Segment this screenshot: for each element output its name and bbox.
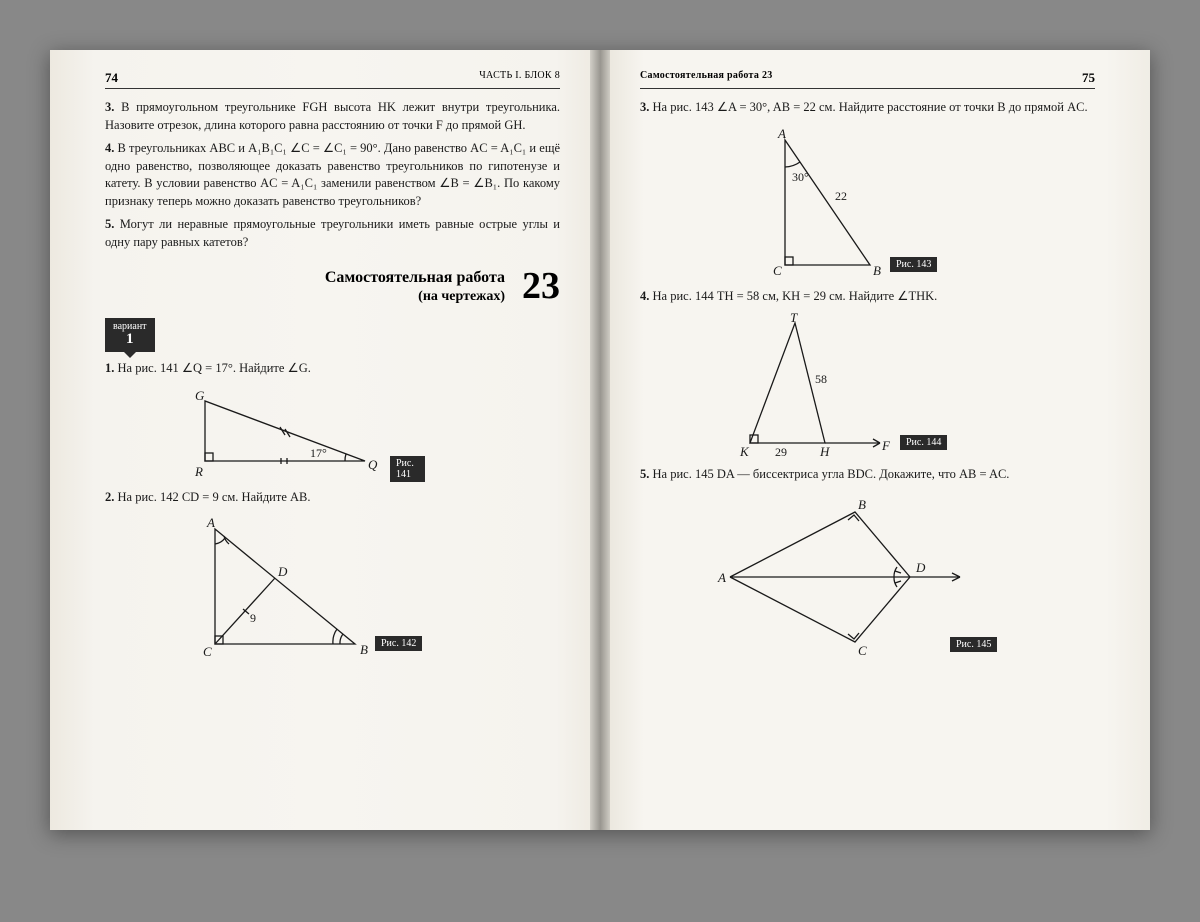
problem-5-text: Могут ли неравные прямоугольные треуголь…	[105, 217, 560, 249]
figure-141-svg: G R Q 17°	[165, 386, 425, 481]
svg-text:C: C	[858, 643, 867, 657]
fig-143-label: Рис. 143	[890, 257, 937, 272]
page-number-right: 75	[1082, 70, 1095, 86]
svg-text:H: H	[819, 444, 830, 458]
svg-text:29: 29	[775, 445, 787, 458]
svg-text:T: T	[790, 313, 798, 325]
problem-5: 5. Могут ли неравные прямоугольные треуг…	[105, 216, 560, 251]
section-title-main: Самостоятельная работа	[325, 269, 505, 286]
figure-145-svg: A B C D	[700, 492, 1000, 657]
svg-text:A: A	[717, 570, 726, 585]
page-number-left: 74	[105, 70, 118, 86]
question-2-text: На рис. 142 CD = 9 см. Найдите AB.	[118, 490, 311, 504]
figure-143: A B C 30° 22 Рис. 143	[740, 125, 960, 280]
question-3: 3. На рис. 143 ∠A = 30°, AB = 22 см. Най…	[640, 99, 1095, 117]
question-3-text: На рис. 143 ∠A = 30°, AB = 22 см. Найдит…	[653, 100, 1088, 114]
svg-text:B: B	[858, 497, 866, 512]
svg-text:B: B	[360, 642, 368, 657]
problem-3-text: В прямоугольном треугольнике FGH высота …	[105, 100, 560, 132]
problem-4: 4. В треугольниках ABC и A₁B₁C₁ ∠C = ∠C₁…	[105, 140, 560, 210]
svg-text:D: D	[915, 560, 926, 575]
figure-141: G R Q 17° Рис. 141	[165, 386, 425, 481]
svg-text:58: 58	[815, 372, 827, 386]
variant-badge: вариант 1	[105, 318, 155, 352]
svg-text:C: C	[203, 644, 212, 659]
svg-text:A: A	[777, 126, 786, 141]
page-right: Самостоятельная работа 23 75 3. На рис. …	[600, 50, 1150, 830]
svg-text:G: G	[195, 388, 205, 403]
svg-text:A: A	[206, 515, 215, 530]
svg-text:17°: 17°	[310, 446, 327, 460]
svg-text:K: K	[739, 444, 750, 458]
question-5: 5. На рис. 145 DA — биссектриса угла BDC…	[640, 466, 1095, 484]
fig-141-label: Рис. 141	[390, 456, 425, 482]
header-left: 74 ЧАСТЬ I. БЛОК 8	[105, 70, 560, 89]
section-title-sub: (на чертежах)	[418, 289, 505, 304]
fig-145-label: Рис. 145	[950, 637, 997, 652]
section-number: 23	[522, 264, 560, 308]
question-4-text: На рис. 144 TH = 58 см, KH = 29 см. Найд…	[653, 289, 938, 303]
svg-text:Q: Q	[368, 457, 378, 472]
problem-4-text: В треугольниках ABC и A₁B₁C₁ ∠C = ∠C₁ = …	[105, 141, 560, 208]
fig-144-label: Рис. 144	[900, 435, 947, 450]
svg-text:B: B	[873, 263, 881, 278]
variant-num: 1	[113, 332, 147, 347]
svg-text:C: C	[773, 263, 782, 278]
page-left: 74 ЧАСТЬ I. БЛОК 8 3. В прямоугольном тр…	[50, 50, 600, 830]
question-1-text: На рис. 141 ∠Q = 17°. Найдите ∠G.	[118, 361, 311, 375]
problem-3: 3. В прямоугольном треугольнике FGH высо…	[105, 99, 560, 134]
svg-text:9: 9	[250, 611, 256, 625]
figure-144: T K H F 58 29 Рис. 144	[720, 313, 980, 458]
book-spread: 74 ЧАСТЬ I. БЛОК 8 3. В прямоугольном тр…	[50, 50, 1150, 830]
figure-142: A B C D 9 Рис. 142	[165, 514, 425, 659]
svg-text:D: D	[277, 564, 288, 579]
svg-text:R: R	[194, 464, 203, 479]
question-2: 2. На рис. 142 CD = 9 см. Найдите AB.	[105, 489, 560, 507]
svg-text:30°: 30°	[792, 170, 809, 184]
question-5-text: На рис. 145 DA — биссектриса угла BDC. Д…	[653, 467, 1010, 481]
header-text-right: Самостоятельная работа 23	[640, 70, 773, 86]
fig-142-label: Рис. 142	[375, 636, 422, 651]
question-1: 1. На рис. 141 ∠Q = 17°. Найдите ∠G.	[105, 360, 560, 378]
svg-text:F: F	[881, 438, 891, 453]
section-title: Самостоятельная работа (на чертежах) 23	[105, 269, 560, 305]
figure-145: A B C D Рис. 145	[700, 492, 1000, 657]
question-4: 4. На рис. 144 TH = 58 см, KH = 29 см. Н…	[640, 288, 1095, 306]
header-right: Самостоятельная работа 23 75	[640, 70, 1095, 89]
svg-text:22: 22	[835, 189, 847, 203]
header-text-left: ЧАСТЬ I. БЛОК 8	[479, 70, 560, 86]
